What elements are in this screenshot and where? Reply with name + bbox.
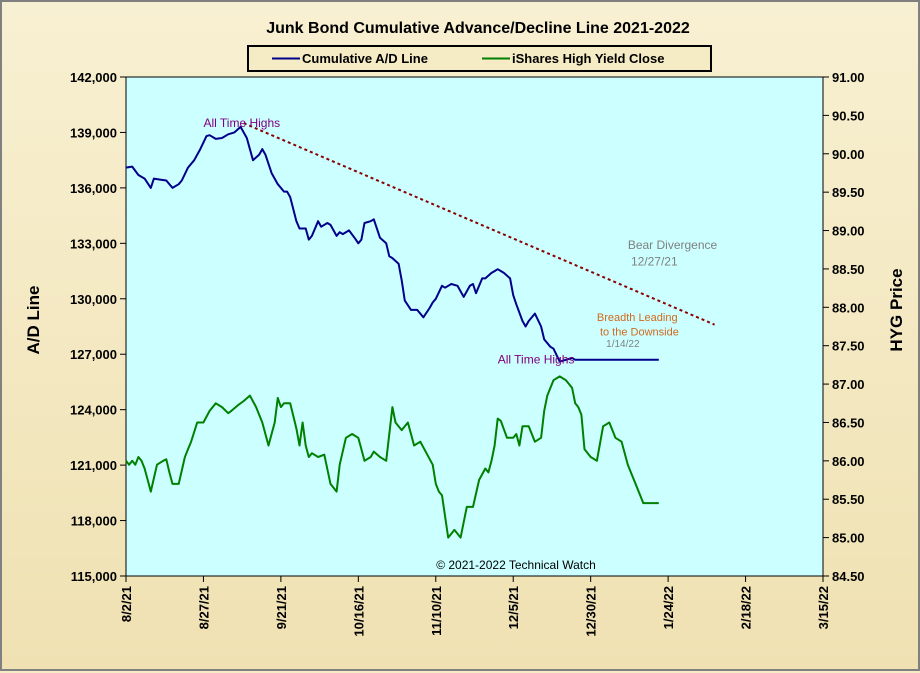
x-tick-label: 11/10/21: [429, 586, 444, 636]
y-tick-label-left: 121,000: [70, 458, 117, 473]
annotation-breadth-1: Breadth Leading: [597, 312, 678, 324]
y-axis-label-left: A/D Line: [24, 286, 43, 355]
y-axis-right: 84.50 85.00 85.50 86.00 86.50 87.00 87.50 88.00…: [823, 70, 865, 584]
x-tick-label: 9/21/21: [274, 586, 289, 629]
y-tick-label-right: 86.50: [832, 415, 865, 430]
annotation-bear-div-date: 12/27/21: [631, 255, 678, 269]
y-tick-label-right: 91.00: [832, 70, 865, 85]
y-tick-label-right: 88.50: [832, 262, 865, 277]
y-axis-left: 115,000 118,000 121,000 124,000 127,000 130,0…: [70, 70, 126, 584]
plot-area: [125, 76, 824, 577]
y-tick-label-right: 88.00: [832, 300, 865, 315]
y-tick-label-left: 127,000: [70, 347, 117, 362]
x-tick-label: 2/18/22: [739, 586, 754, 629]
copyright: © 2021-2022 Technical Watch: [436, 558, 596, 572]
legend-box: [247, 45, 712, 72]
annotation-ath-ad: All Time Highs: [203, 116, 280, 130]
x-tick-label: 8/2/21: [119, 586, 134, 622]
y-tick-label-left: 142,000: [70, 70, 117, 85]
y-tick-label-left: 124,000: [70, 403, 117, 418]
y-tick-label-right: 90.00: [832, 147, 865, 162]
annotation-ath-hyg: All Time Highs: [498, 352, 575, 366]
annotation-layer: All Time Highs Bear Divergence 12/27/21 Bre…: [203, 116, 717, 367]
y-tick-label-right: 87.50: [832, 339, 865, 354]
y-tick-label-right: 85.50: [832, 492, 865, 507]
series-layer: [125, 125, 659, 539]
y-tick-label-right: 89.00: [832, 224, 865, 239]
x-axis: 8/2/21 8/27/21 9/21/21 10/16/21 11/10/21 12/5…: [119, 576, 831, 637]
y-tick-label-left: 130,000: [70, 292, 117, 307]
x-tick-label: 12/30/21: [584, 586, 599, 637]
y-tick-label-left: 139,000: [70, 125, 117, 140]
y-axis-label-right: HYG Price: [887, 268, 906, 351]
y-tick-label-right: 85.00: [832, 531, 865, 546]
y-tick-label-left: 115,000: [71, 569, 117, 584]
y-tick-label-right: 90.50: [832, 108, 865, 123]
series-line-ad: [125, 125, 659, 363]
y-tick-label-right: 86.00: [832, 454, 865, 469]
y-tick-label-left: 136,000: [70, 181, 117, 196]
y-tick-label-right: 84.50: [832, 569, 865, 584]
x-tick-label: 1/24/22: [661, 586, 676, 629]
annotation-breadth-2: to the Downside: [600, 327, 679, 339]
trendline: [243, 122, 715, 326]
legend-label-ad: Cumulative A/D Line: [302, 51, 428, 66]
chart-title: Junk Bond Cumulative Advance/Decline Lin…: [266, 20, 690, 37]
x-tick-label: 3/15/22: [816, 586, 831, 629]
x-tick-label: 10/16/21: [351, 586, 366, 637]
legend: Cumulative A/D Line iShares High Yield C…: [247, 45, 712, 72]
y-tick-label-right: 89.50: [832, 185, 865, 200]
y-tick-label-left: 118,000: [71, 514, 117, 529]
annotation-breadth-date: 1/14/22: [606, 339, 640, 350]
x-tick-label: 8/27/21: [196, 586, 211, 629]
y-tick-label-left: 133,000: [70, 236, 117, 251]
legend-label-hyg: iShares High Yield Close: [512, 51, 664, 66]
annotation-bear-div: Bear Divergence: [628, 238, 718, 252]
x-tick-label: 12/5/21: [506, 586, 521, 629]
y-tick-label-right: 87.00: [832, 377, 865, 392]
series-line-hyg: [125, 375, 659, 539]
